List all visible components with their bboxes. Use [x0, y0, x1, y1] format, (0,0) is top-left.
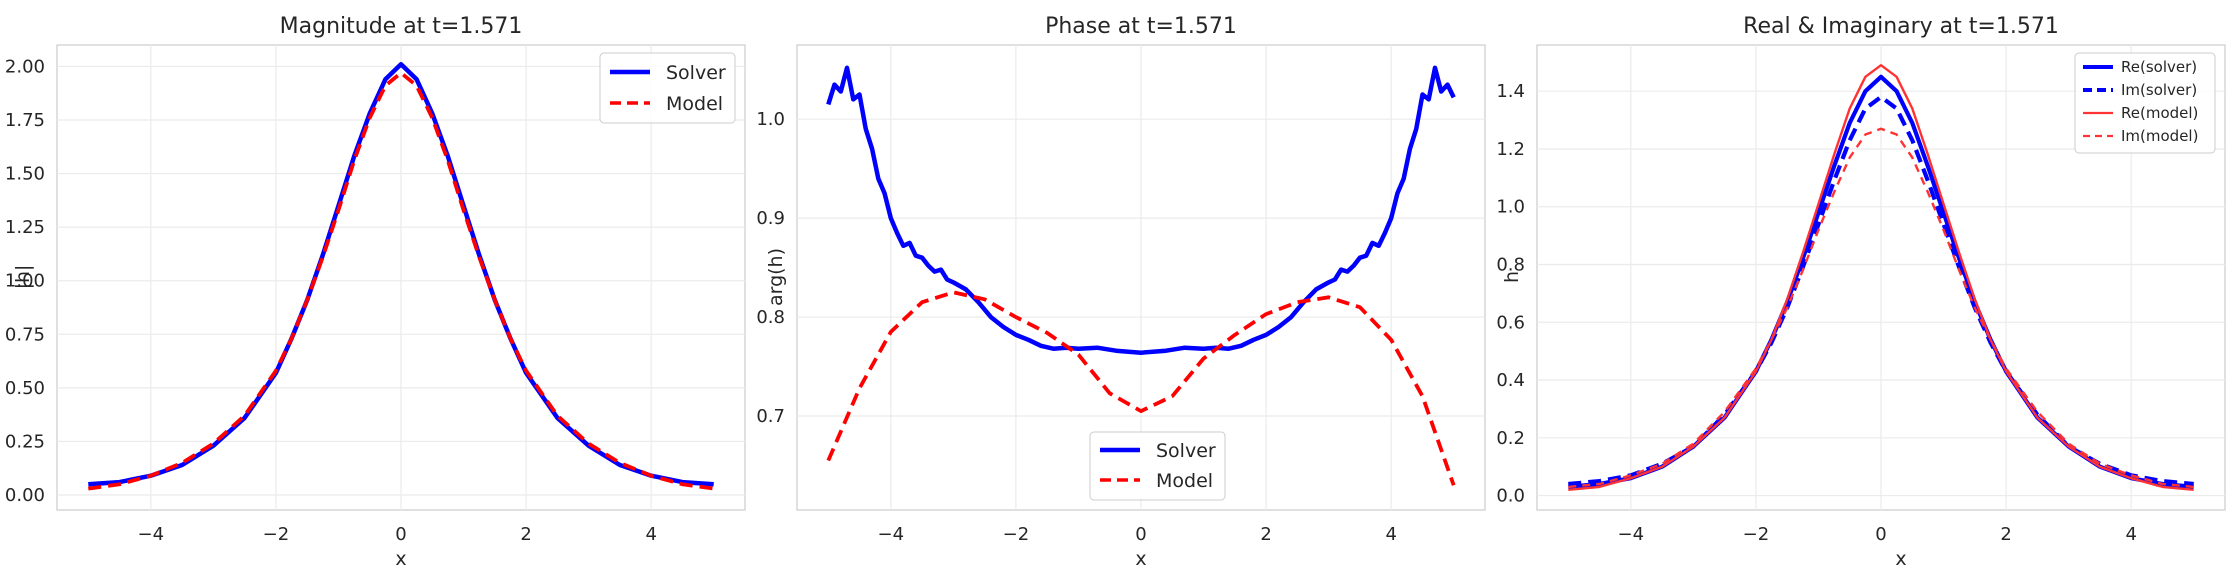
series-line-im-model	[1568, 127, 2194, 489]
chart-real-imaginary: −4 −2 0 2 4 0.0 0.2 0.4 0.6 0.8 1.0 1.2 1.4 Real & I…	[1496, 14, 2226, 570]
legend: Solver Model	[1089, 431, 1226, 501]
y-tick-label: 0.25	[5, 431, 45, 452]
y-axis-label: arg(h)	[765, 248, 787, 306]
legend-label-solver: Solver	[1156, 440, 1216, 462]
x-tick-label: 0	[1875, 524, 1886, 545]
series-group	[88, 62, 714, 491]
y-tick-label: 1.75	[5, 110, 45, 131]
legend-label-re-model: Re(model)	[2121, 104, 2198, 122]
y-tick-label: 0.8	[756, 307, 785, 328]
y-tick-label: 0.0	[1496, 486, 1525, 507]
y-tick-label: 1.2	[1496, 139, 1525, 160]
chart-title: Real & Imaginary at t=1.571	[1743, 14, 2059, 39]
y-tick-label: 1.00	[5, 271, 45, 292]
y-axis-label: h	[1501, 271, 1523, 283]
legend-label-im-model: Im(model)	[2121, 127, 2198, 145]
x-tick-label: −4	[1618, 524, 1645, 545]
x-tick-label: 0	[1135, 524, 1146, 545]
tick-labels: −4 −2 0 2 4 0.0 0.2 0.4 0.6 0.8 1.0 1.2 1.4	[1496, 81, 2137, 545]
legend-label-solver: Solver	[666, 62, 726, 84]
x-tick-label: 2	[1260, 524, 1271, 545]
y-tick-label: 1.25	[5, 217, 45, 238]
y-tick-label: 0.00	[5, 485, 45, 506]
y-tick-label: 0.8	[1496, 255, 1525, 276]
tick-labels: −4 −2 0 2 4 0.7 0.8 0.9 1.0	[756, 109, 1397, 545]
chart-phase: −4 −2 0 2 4 0.7 0.8 0.9 1.0 Phase at t=1.571 x a…	[756, 14, 1486, 570]
x-tick-label: 4	[2125, 524, 2136, 545]
x-tick-label: −2	[263, 524, 290, 545]
x-axis-label: x	[1895, 548, 1906, 570]
legend-label-im-solver: Im(solver)	[2121, 81, 2197, 99]
grid	[57, 45, 745, 510]
series-line-re-model	[1568, 63, 2194, 491]
x-axis-label: x	[1135, 548, 1146, 570]
y-axis-label: |h|	[12, 265, 34, 290]
y-tick-label: 0.9	[756, 208, 785, 229]
legend: Re(solver) Im(solver) Re(model) Im(model…	[2074, 52, 2216, 154]
y-tick-label: 1.0	[756, 109, 785, 130]
x-tick-label: −2	[1743, 524, 1770, 545]
chart-magnitude: −4 −2 0 2 4 0.00 0.25 0.50 0.75 1.00 1.25 1.50 1.75 2…	[5, 14, 746, 570]
x-axis-label: x	[395, 548, 406, 570]
x-tick-label: −4	[878, 524, 905, 545]
legend-box	[2074, 52, 2216, 154]
legend-label-re-solver: Re(solver)	[2121, 58, 2197, 76]
y-tick-label: 0.7	[756, 406, 785, 427]
legend: Solver Model	[599, 52, 736, 124]
series-line-solver	[826, 65, 1456, 355]
y-tick-label: 0.2	[1496, 428, 1525, 449]
series-line-im-solver	[1568, 94, 2194, 487]
x-tick-label: 4	[1385, 524, 1396, 545]
y-tick-label: 2.00	[5, 56, 45, 77]
tick-labels: −4 −2 0 2 4 0.00 0.25 0.50 0.75 1.00 1.25 1.50 1.75 2…	[5, 56, 657, 545]
series-line-model	[88, 71, 714, 491]
series-line-model	[826, 290, 1456, 486]
y-tick-label: 1.50	[5, 164, 45, 185]
series-group	[826, 65, 1456, 486]
y-tick-label: 1.4	[1496, 81, 1525, 102]
y-tick-label: 1.0	[1496, 197, 1525, 218]
y-tick-label: 0.6	[1496, 312, 1525, 333]
x-tick-label: −2	[1003, 524, 1030, 545]
chart-title: Phase at t=1.571	[1045, 14, 1237, 39]
x-tick-label: 4	[645, 524, 656, 545]
y-tick-label: 0.50	[5, 378, 45, 399]
grid	[797, 45, 1485, 510]
y-tick-label: 0.4	[1496, 370, 1525, 391]
x-tick-label: 2	[520, 524, 531, 545]
chart-title: Magnitude at t=1.571	[280, 14, 523, 39]
series-group	[1568, 63, 2194, 491]
legend-label-model: Model	[1156, 470, 1213, 492]
y-tick-label: 0.75	[5, 324, 45, 345]
legend-label-model: Model	[666, 93, 723, 115]
x-tick-label: 2	[2000, 524, 2011, 545]
x-tick-label: −4	[138, 524, 165, 545]
x-tick-label: 0	[395, 524, 406, 545]
